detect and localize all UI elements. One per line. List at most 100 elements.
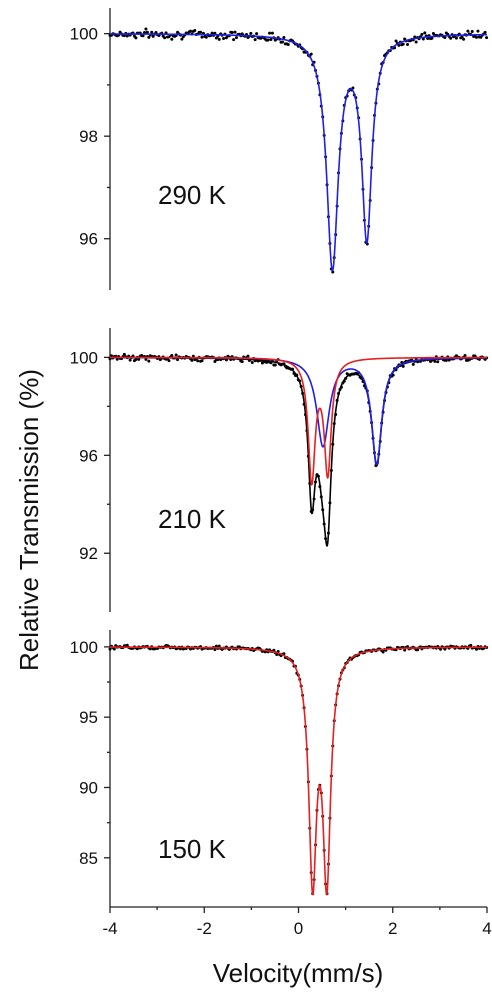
temperature-label: 290 K: [158, 180, 227, 210]
data-point: [230, 30, 234, 34]
data-point: [144, 27, 148, 31]
panel-1: 100 98 96 290 K: [70, 8, 489, 290]
data-point: [214, 644, 218, 648]
data-point: [217, 37, 221, 41]
data-point: [483, 30, 487, 34]
data-point: [233, 30, 237, 34]
data-point: [275, 653, 279, 657]
data-point: [148, 647, 152, 651]
data-point: [234, 36, 238, 40]
data-point: [109, 354, 113, 358]
data-point: [217, 644, 221, 648]
data-point: [125, 643, 129, 647]
data-point: [150, 30, 154, 34]
data-point: [270, 31, 274, 35]
data-point: [147, 359, 151, 363]
data-point: [403, 648, 407, 652]
data-point: [430, 36, 434, 40]
y-tick-label: 90: [79, 778, 98, 797]
data-points: [108, 27, 489, 274]
data-point: [282, 35, 286, 39]
data-point: [476, 29, 480, 33]
data-point: [147, 35, 151, 39]
data-point: [253, 38, 257, 42]
y-tick-label: 95: [79, 708, 98, 727]
data-point: [394, 39, 398, 43]
data-point: [174, 353, 178, 357]
data-point: [309, 52, 313, 56]
data-point: [232, 38, 236, 42]
data-point: [170, 354, 174, 358]
data-point: [108, 647, 112, 651]
data-point: [137, 357, 141, 361]
data-point: [280, 40, 284, 44]
data-point: [439, 647, 443, 651]
data-point: [180, 37, 184, 41]
data-point: [414, 40, 418, 44]
y-tick-label: 96: [79, 446, 98, 465]
data-point: [188, 29, 192, 33]
data-point: [381, 650, 385, 654]
data-point: [255, 32, 259, 36]
data-point: [462, 37, 466, 41]
data-point: [163, 36, 167, 40]
data-point: [401, 364, 405, 368]
data-point: [463, 353, 467, 357]
data-point: [200, 359, 204, 363]
panel-3: -4 -2 0 2 4 100 95 90 85 150 K: [70, 630, 492, 938]
data-point: [454, 36, 458, 40]
data-point: [196, 359, 200, 363]
y-axis-title: Relative Transmission (%): [14, 369, 44, 671]
y-tick-label: 92: [79, 544, 98, 563]
data-point: [475, 35, 479, 39]
data-point: [167, 359, 171, 363]
data-point: [249, 31, 253, 35]
x-tick-label: -2: [197, 919, 212, 938]
y-tick-label: 100: [70, 638, 98, 657]
y-tick-label: 85: [79, 849, 98, 868]
data-point: [134, 36, 138, 40]
x-tick-label: 0: [294, 919, 303, 938]
data-point: [246, 354, 250, 358]
data-point: [190, 358, 194, 362]
data-point: [444, 358, 448, 362]
data-point: [273, 363, 277, 367]
fit-curve: [110, 356, 487, 486]
fit-curve: [110, 33, 487, 272]
data-point: [286, 43, 290, 47]
x-tick-label: 2: [388, 919, 397, 938]
data-point: [128, 358, 132, 362]
x-axis-title: Velocity(mm/s): [213, 958, 383, 988]
data-point: [222, 37, 226, 40]
x-tick-label: -4: [102, 919, 117, 938]
data-point: [433, 359, 437, 363]
data-point: [154, 30, 158, 34]
data-point: [485, 36, 489, 40]
data-point: [401, 42, 405, 46]
data-point: [210, 31, 214, 35]
data-point: [199, 30, 203, 34]
data-point: [443, 36, 447, 40]
data-point: [423, 31, 427, 35]
data-point: [112, 647, 116, 651]
data-point: [475, 647, 479, 651]
data-point: [466, 29, 470, 33]
data-point: [266, 38, 270, 42]
data-point: [213, 648, 217, 652]
data-point: [268, 31, 272, 35]
data-point: [145, 30, 149, 34]
panel-2: 100 96 92 210 K: [70, 328, 489, 612]
data-point: [406, 645, 410, 649]
x-tick-label: 4: [482, 919, 491, 938]
temperature-label: 210 K: [158, 504, 227, 534]
data-point: [449, 36, 453, 40]
y-tick-label: 98: [79, 127, 98, 146]
data-point: [144, 357, 148, 361]
data-point: [115, 357, 119, 361]
data-point: [411, 362, 415, 366]
data-point: [406, 43, 410, 47]
data-point: [397, 43, 401, 47]
data-point: [269, 37, 273, 41]
temperature-label: 150 K: [158, 834, 227, 864]
